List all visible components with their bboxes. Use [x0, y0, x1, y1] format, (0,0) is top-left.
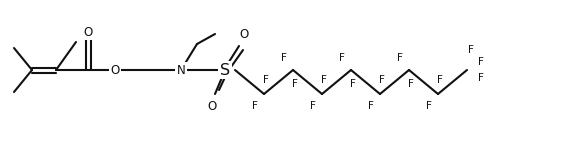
Text: F: F [368, 101, 374, 111]
Text: O: O [110, 63, 119, 77]
Text: F: F [339, 53, 345, 63]
Text: F: F [321, 75, 327, 85]
Text: F: F [437, 75, 443, 85]
Text: F: F [408, 79, 414, 89]
Text: F: F [478, 73, 484, 83]
Text: N: N [177, 63, 186, 77]
Text: O: O [239, 28, 248, 41]
Text: O: O [207, 99, 217, 112]
Text: F: F [468, 45, 474, 55]
Text: F: F [478, 57, 484, 67]
Text: F: F [292, 79, 298, 89]
Text: F: F [310, 101, 316, 111]
Text: O: O [83, 25, 93, 38]
Text: S: S [220, 62, 230, 78]
Text: F: F [252, 101, 258, 111]
Text: F: F [379, 75, 385, 85]
Text: F: F [426, 101, 432, 111]
Text: F: F [350, 79, 356, 89]
Text: F: F [281, 53, 287, 63]
Text: F: F [263, 75, 269, 85]
Text: F: F [397, 53, 403, 63]
